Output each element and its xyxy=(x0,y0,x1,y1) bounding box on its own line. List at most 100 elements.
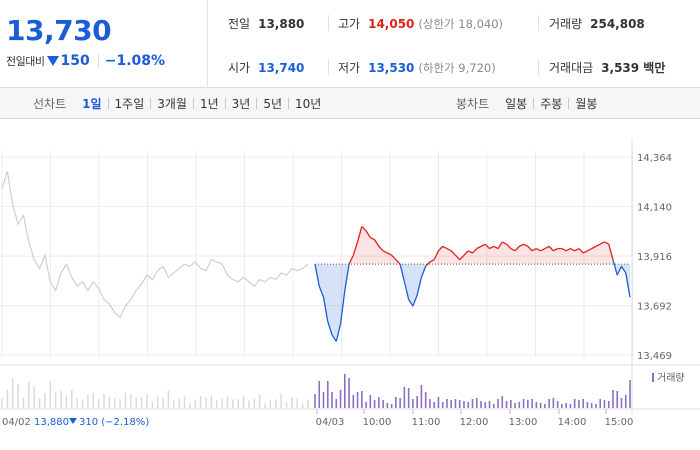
today-area xyxy=(591,246,596,265)
today-area xyxy=(366,230,371,265)
upper-limit: (상한가 18,040) xyxy=(418,16,504,31)
today-line-segment xyxy=(416,277,423,296)
today-line-segment xyxy=(570,248,575,252)
today-line-segment xyxy=(595,243,601,247)
volume-label: 거래량 xyxy=(549,17,583,31)
today-line-segment xyxy=(433,250,440,260)
line-chart-tabs: 선차트 1일 1주일 3개월 1년 3년 5년 10년 xyxy=(33,88,327,119)
tab-weekly[interactable]: 주봉 xyxy=(540,97,563,111)
price-chart-svg: 14,364 14,140 13,916 13,692 13,469 04/03 10:0… xyxy=(0,139,700,428)
prev-day-line xyxy=(1,170,309,319)
today-line-segment xyxy=(625,272,631,298)
today-line-segment xyxy=(497,241,503,249)
today-line-segment xyxy=(395,259,401,265)
price-chart: 14,364 14,140 13,916 13,692 13,469 04/03 10:0… xyxy=(0,119,700,450)
divider xyxy=(256,98,258,109)
today-area xyxy=(536,248,541,265)
today-area xyxy=(442,246,447,265)
today-area xyxy=(553,248,558,265)
volume-legend-label: 거래량 xyxy=(657,372,685,384)
today-area xyxy=(361,226,367,265)
today-line-segment xyxy=(365,230,371,238)
chart-grid xyxy=(0,139,700,415)
today-line-segment xyxy=(429,259,435,263)
today-area xyxy=(604,241,609,265)
prev-close-label: 전일 xyxy=(228,17,251,31)
today-area xyxy=(391,255,396,265)
divider xyxy=(328,15,329,31)
divider xyxy=(97,54,99,68)
tab-1d[interactable]: 1일 xyxy=(82,97,102,111)
tab-10y[interactable]: 10년 xyxy=(295,97,322,111)
today-area xyxy=(532,248,537,265)
today-area xyxy=(510,248,516,265)
today-line-segment xyxy=(437,245,444,252)
change-row: 전일대비 150 −1.08% xyxy=(6,53,165,69)
today-area xyxy=(327,264,333,335)
today-line-segment xyxy=(506,243,512,250)
today-area xyxy=(557,248,562,265)
today-area xyxy=(387,253,392,265)
divider xyxy=(150,98,152,109)
x-tick-label: 10:00 xyxy=(363,417,392,428)
lower-limit: (하한가 9,720) xyxy=(418,60,496,75)
today-line-segment xyxy=(318,285,325,298)
today-line-segment xyxy=(582,250,588,254)
y-axis-ticks: 14,364 14,140 13,916 13,692 13,469 xyxy=(637,153,672,362)
today-area xyxy=(408,264,413,307)
tab-daily[interactable]: 일봉 xyxy=(505,97,528,111)
low-label: 저가 xyxy=(338,61,361,75)
today-area xyxy=(451,250,456,265)
volume-value: 254,808 xyxy=(590,16,645,31)
high-label: 고가 xyxy=(338,17,361,31)
today-line-segment xyxy=(548,245,554,252)
y-tick-label: 13,692 xyxy=(637,302,672,313)
today-line-segment xyxy=(335,323,342,342)
tab-5y[interactable]: 5년 xyxy=(263,97,283,111)
today-area xyxy=(583,250,588,265)
tab-3m[interactable]: 3개월 xyxy=(157,97,187,111)
today-area xyxy=(506,244,511,265)
divider xyxy=(538,15,539,31)
today-line-segment xyxy=(459,254,465,261)
price-summary: 13,730 전일대비 150 −1.08% 전일 13,880 고가 14,0… xyxy=(0,0,700,88)
tab-3y[interactable]: 3년 xyxy=(231,97,251,111)
today-area xyxy=(455,255,460,265)
open-label: 시가 xyxy=(228,61,251,75)
tab-1y[interactable]: 1년 xyxy=(199,97,219,111)
prev-day-close: 13,880 xyxy=(34,417,69,428)
today-line-segment xyxy=(408,299,414,307)
today-line-segment xyxy=(412,294,418,307)
today-area xyxy=(540,248,545,265)
today-line-segment xyxy=(378,245,384,252)
today-area xyxy=(570,248,575,265)
divider xyxy=(288,98,290,109)
today-line-segment xyxy=(587,248,592,252)
today-line-segment xyxy=(514,245,520,252)
today-area xyxy=(340,264,345,324)
today-line-segment xyxy=(331,334,337,342)
trade-value-cell: 거래대금 3,539 백만 xyxy=(549,59,665,76)
tab-monthly[interactable]: 월봉 xyxy=(575,97,598,111)
today-line-segment xyxy=(612,259,618,276)
today-line-segment xyxy=(463,250,469,256)
today-line-segment xyxy=(314,263,320,287)
today-line-segment xyxy=(519,243,524,247)
today-line-segment xyxy=(403,281,410,300)
today-area xyxy=(595,244,601,265)
tab-1w[interactable]: 1주일 xyxy=(114,97,145,111)
today-line-segment xyxy=(523,243,529,247)
today-area xyxy=(549,246,554,265)
divider xyxy=(107,98,109,109)
today-line-segment xyxy=(455,254,461,261)
today-line-segment xyxy=(391,254,397,261)
today-line-segment xyxy=(344,263,350,291)
change-amount: 150 xyxy=(60,53,90,69)
today-area xyxy=(323,264,328,322)
today-line-segment xyxy=(387,252,392,256)
divider xyxy=(192,98,194,109)
today-line-segment xyxy=(489,245,495,250)
y-tick-label: 13,469 xyxy=(637,351,672,362)
today-line-segment xyxy=(544,245,550,250)
candle-chart-tabs: 봉차트 일봉 주봉 월봉 xyxy=(456,88,603,119)
